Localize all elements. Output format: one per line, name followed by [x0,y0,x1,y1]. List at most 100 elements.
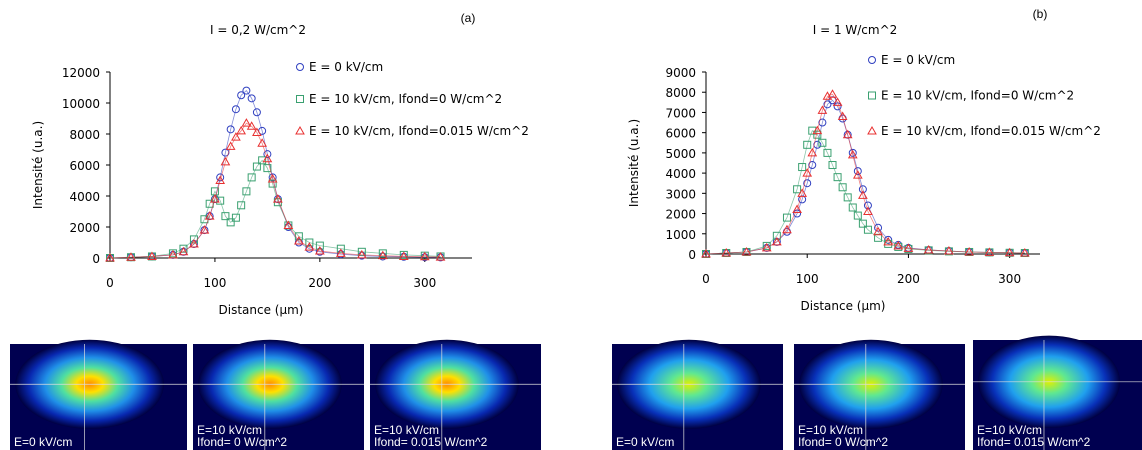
legend-marker [868,56,876,64]
point [802,168,813,177]
point [252,162,261,171]
panel-label: (b) [1033,7,1048,21]
point [237,201,246,210]
point [833,173,842,182]
point [435,252,446,261]
point [903,243,914,252]
point [823,148,832,157]
point [210,194,220,203]
point [893,240,904,250]
point [242,86,251,95]
point [231,105,240,114]
point [221,212,230,221]
point [258,156,267,165]
point [793,185,802,194]
point [818,118,827,127]
y-tick-label: 9000 [665,66,696,80]
legend-label: E = 0 kV/cm [309,60,383,74]
point [314,246,325,255]
legend-label: E = 10 kV/cm, Ifond=0.015 W/cm^2 [881,124,1101,138]
point [772,231,781,240]
point [336,250,345,259]
y-tick-label: 5000 [665,147,696,161]
point [863,206,873,216]
y-tick-label: 4000 [665,167,696,181]
y-tick-label: 2000 [665,208,696,222]
legend-marker [296,95,304,103]
x-tick-label: 0 [702,272,710,286]
series-line [109,89,441,259]
point [226,125,235,134]
point [315,241,324,250]
point [1004,247,1015,257]
point [798,163,807,172]
point [1019,247,1030,257]
y-axis-label: Intensité (u.a.) [627,119,641,207]
point [863,225,872,234]
point [944,245,954,255]
point [964,246,975,256]
point [246,121,257,130]
point [797,188,808,197]
point [283,220,294,229]
chart-title: I = 0,2 W/cm^2 [210,23,306,37]
point [237,91,246,100]
point [984,247,995,256]
point [807,147,818,157]
point [858,185,867,194]
point [147,251,157,260]
x-axis-label: Distance (μm) [801,299,886,313]
point [847,149,858,159]
image-caption: E=10 kV/cm Ifond= 0 W/cm^2 [197,423,287,449]
point [220,156,231,166]
point [204,211,215,220]
point [884,235,893,244]
point [803,179,812,188]
point [782,224,792,234]
point [863,201,872,210]
y-tick-label: 1000 [665,228,696,242]
point [335,248,346,257]
point [247,94,256,103]
point [812,125,823,135]
x-tick-label: 100 [796,272,819,286]
point [216,196,225,205]
point [852,170,863,179]
point [247,173,256,182]
x-tick-label: 200 [308,276,331,290]
y-tick-label: 8000 [665,86,696,100]
series-line [705,129,1025,255]
legend-label: E = 10 kV/cm, Ifond=0 W/cm^2 [309,92,502,106]
point [817,105,828,114]
point [823,100,832,109]
point [782,213,791,222]
point [241,118,252,127]
point [741,246,752,256]
legend-marker [868,91,876,100]
y-axis-label: Intensité (u.a.) [31,121,45,209]
x-tick-label: 300 [998,272,1021,286]
chart-title: I = 1 W/cm^2 [813,23,898,37]
point [818,138,827,147]
legend-label: E = 10 kV/cm, Ifond=0 W/cm^2 [881,89,1074,103]
point [837,111,848,120]
point [189,239,199,248]
point [808,161,817,170]
point [771,236,782,246]
x-tick-label: 100 [203,276,226,290]
point [231,132,241,141]
point [262,153,273,163]
legend-marker [295,125,305,135]
point [701,248,711,258]
point [126,252,136,261]
point [419,251,430,261]
y-tick-label: 2000 [69,221,100,235]
point [273,194,283,203]
x-tick-label: 200 [897,272,920,286]
point [808,126,817,135]
point [178,246,189,256]
point [168,249,177,258]
point [305,238,314,247]
point [827,89,838,98]
